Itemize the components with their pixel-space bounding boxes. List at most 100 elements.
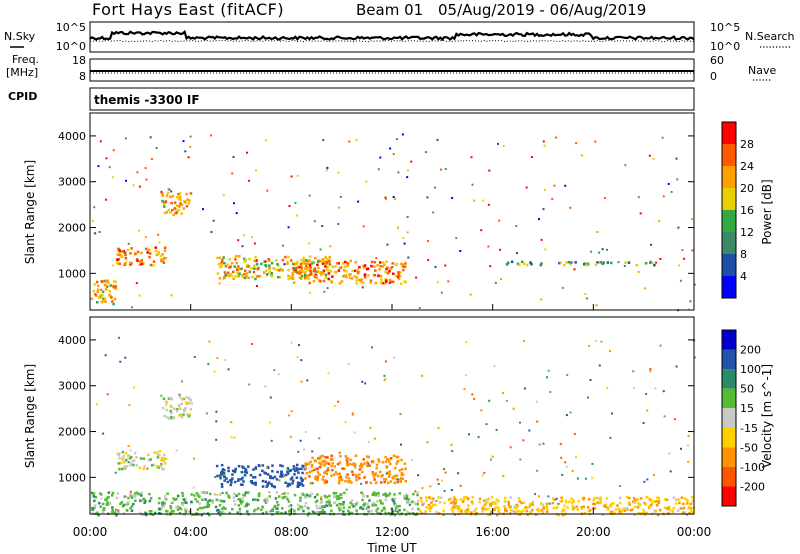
- scatter-cell: [544, 188, 546, 191]
- scatter-cell: [682, 506, 686, 510]
- scatter-cell: [265, 466, 268, 469]
- scatter-cell: [122, 461, 126, 464]
- scatter-cell: [307, 262, 311, 265]
- x-tick-label: 20:00: [576, 525, 611, 539]
- scatter-cell: [237, 464, 241, 468]
- scatter-cell: [301, 261, 305, 265]
- scatter-cell: [309, 291, 312, 294]
- scatter-cell: [162, 261, 166, 264]
- scatter-cell: [421, 487, 424, 490]
- scatter-cell: [127, 501, 130, 504]
- scatter-cell: [691, 249, 694, 252]
- scatter-cell: [297, 485, 300, 488]
- scatter-cell: [450, 443, 453, 446]
- scatter-cell: [211, 499, 214, 503]
- scatter-cell: [610, 261, 613, 265]
- scatter-cell: [316, 475, 320, 478]
- scatter-cell: [552, 506, 555, 510]
- scatter-cell: [241, 500, 244, 503]
- scatter-cell: [308, 471, 311, 474]
- scatter-cell: [304, 467, 307, 470]
- scatter-cell: [280, 511, 283, 515]
- scatter-cell: [561, 474, 564, 476]
- scatter-cell: [319, 248, 322, 251]
- scatter-cell: [231, 473, 234, 476]
- scatter-cell: [497, 508, 501, 512]
- scatter-cell: [164, 457, 168, 460]
- scatter-cell: [185, 192, 188, 196]
- scatter-cell: [516, 510, 519, 513]
- scatter-cell: [377, 274, 380, 277]
- scatter-cell: [316, 511, 319, 514]
- scatter-cell: [234, 467, 237, 471]
- scatter-cell: [385, 465, 389, 469]
- scatter-cell: [310, 463, 314, 467]
- scatter-cell: [345, 275, 348, 279]
- scatter-cell: [375, 509, 378, 512]
- scatter-cell: [125, 465, 129, 468]
- y-tick-label: 2000: [58, 426, 86, 439]
- scatter-cell: [184, 510, 188, 514]
- scatter-cell: [169, 409, 172, 413]
- scatter-cell: [395, 508, 399, 511]
- scatter-cell: [355, 282, 359, 285]
- scatter-cell: [403, 508, 406, 512]
- scatter-cell: [427, 259, 430, 262]
- scatter-cell: [104, 280, 108, 284]
- scatter-cell: [683, 511, 687, 514]
- scatter-cell: [171, 209, 174, 212]
- scatter-cell: [202, 491, 205, 494]
- scatter-cell: [691, 218, 694, 221]
- scatter-cell: [149, 497, 153, 500]
- scatter-cell: [277, 275, 280, 279]
- scatter-cell: [130, 496, 134, 499]
- scatter-cell: [128, 457, 132, 460]
- scatter-cell: [384, 498, 388, 502]
- scatter-cell: [488, 513, 492, 516]
- scatter-cell: [545, 504, 549, 507]
- scatter-cell: [512, 510, 516, 513]
- scatter-cell: [185, 501, 188, 504]
- scatter-cell: [546, 510, 549, 513]
- scatter-cell: [289, 276, 293, 280]
- scatter-cell: [654, 387, 657, 390]
- scatter-cell: [178, 407, 182, 411]
- scatter-cell: [302, 493, 305, 496]
- scatter-cell: [322, 139, 325, 142]
- scatter-cell: [117, 247, 120, 251]
- scatter-cell: [130, 505, 134, 508]
- scatter-cell: [573, 433, 576, 435]
- scatter-cell: [484, 508, 488, 511]
- scatter-cell: [411, 512, 415, 515]
- scatter-cell: [397, 478, 400, 481]
- scatter-cell: [175, 409, 179, 413]
- scatter-cell: [279, 475, 282, 478]
- scatter-cell: [220, 463, 224, 467]
- scatter-cell: [264, 269, 268, 272]
- scatter-cell: [351, 269, 354, 273]
- scatter-cell: [379, 156, 382, 159]
- scatter-cell: [394, 503, 398, 507]
- scatter-cell: [269, 476, 273, 480]
- scatter-cell: [565, 261, 568, 264]
- scatter-cell: [369, 281, 372, 284]
- scatter-cell: [118, 249, 122, 252]
- scatter-cell: [616, 504, 619, 507]
- scatter-cell: [165, 194, 169, 197]
- scatter-cell: [599, 261, 602, 264]
- scatter-cell: [270, 483, 273, 486]
- scatter-cell: [232, 270, 235, 274]
- scatter-cell: [463, 510, 467, 513]
- scatter-cell: [516, 505, 520, 508]
- scatter-cell: [518, 509, 521, 513]
- scatter-cell: [563, 509, 566, 512]
- scatter-cell: [164, 509, 168, 513]
- scatter-cell: [393, 356, 396, 359]
- scatter-cell: [325, 495, 329, 499]
- scatter-cell: [348, 506, 351, 509]
- scatter-cell: [399, 513, 402, 517]
- scatter-cell: [431, 499, 435, 502]
- scatter-cell: [118, 452, 121, 455]
- scatter-cell: [216, 256, 219, 260]
- scatter-cell: [504, 507, 507, 510]
